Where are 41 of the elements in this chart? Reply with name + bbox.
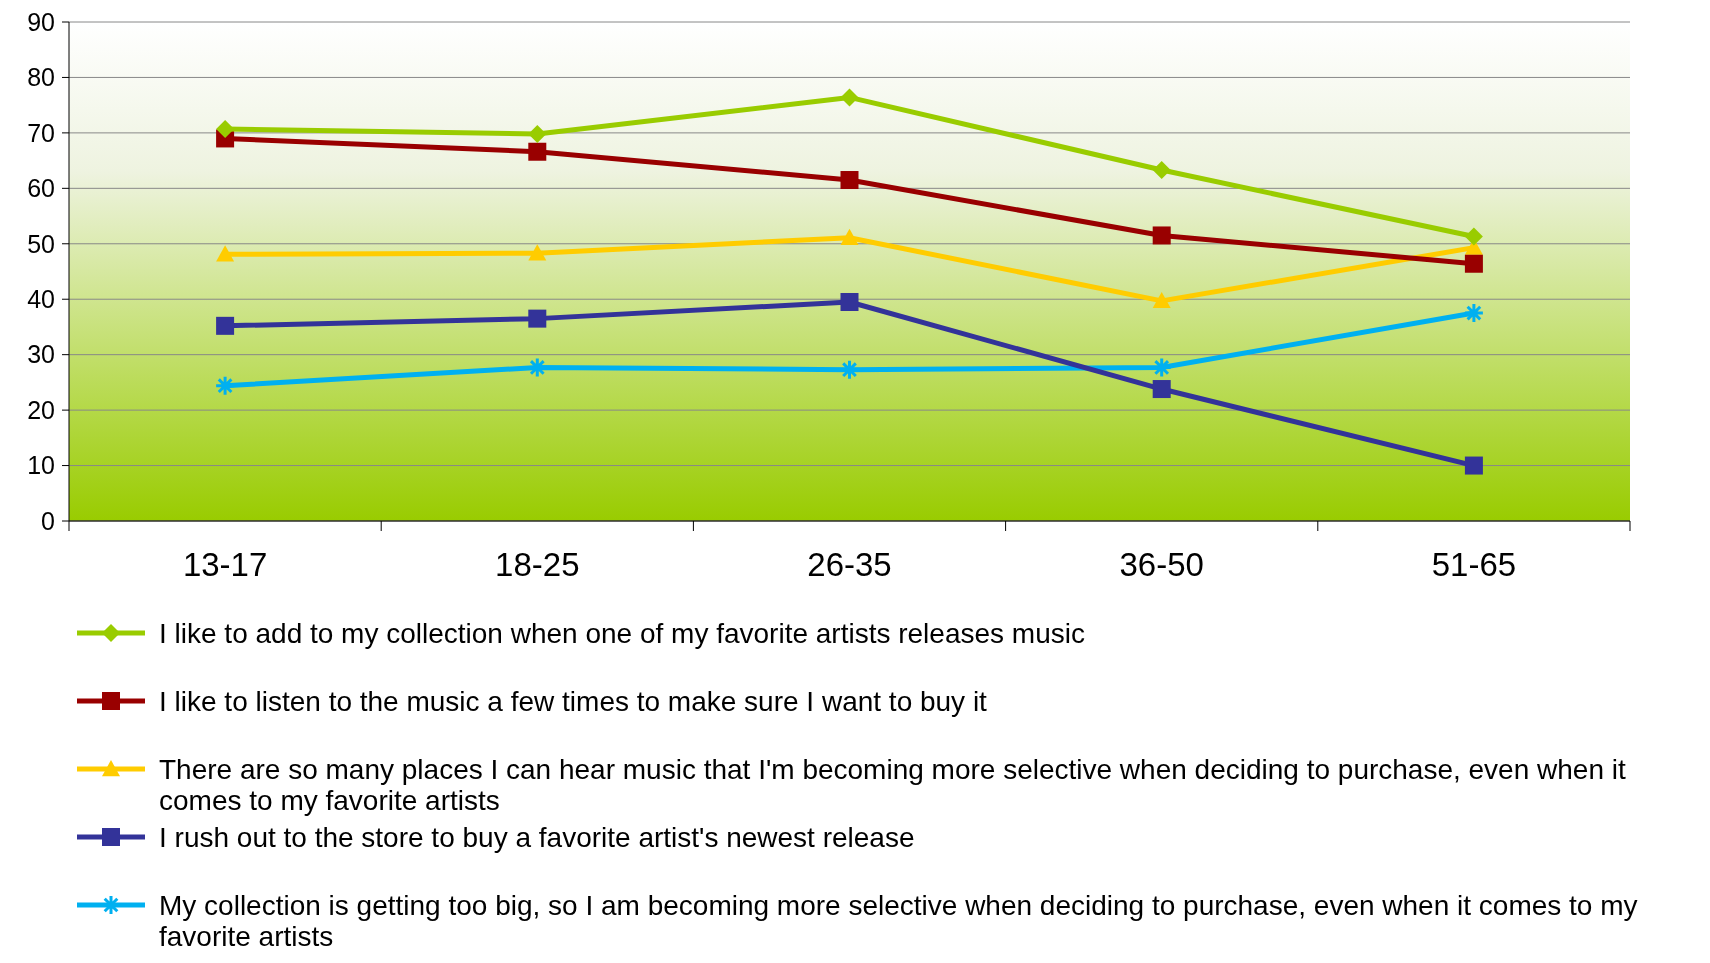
point bbox=[1464, 254, 1483, 273]
point bbox=[216, 316, 235, 335]
point bbox=[840, 171, 859, 190]
point bbox=[839, 359, 860, 381]
legend-label: I like to add to my collection when one of my favorite artists releases music bbox=[159, 617, 1085, 649]
point bbox=[840, 228, 859, 245]
x-tick-label: 13-17 bbox=[182, 546, 268, 583]
point bbox=[1152, 291, 1171, 309]
y-tick-label: 40 bbox=[27, 284, 55, 313]
point bbox=[1464, 456, 1483, 475]
y-tick-label: 20 bbox=[27, 395, 55, 424]
x-tick-label: 51-65 bbox=[1431, 546, 1517, 583]
x-tick-label: 36-50 bbox=[1119, 546, 1204, 583]
y-tick-label: 30 bbox=[27, 340, 55, 369]
point bbox=[214, 375, 236, 397]
legend-label: I like to listen to the music a few times to make sure I want to buy it bbox=[159, 685, 988, 717]
point bbox=[1151, 356, 1173, 378]
y-tick-label: 80 bbox=[27, 63, 55, 92]
y-tick-label: 90 bbox=[27, 7, 55, 36]
point bbox=[528, 142, 547, 161]
y-tick-label: 60 bbox=[27, 174, 55, 203]
legend-label: My collection is getting too big, so I am becoming more selective when deciding to purchase, even when it comes to my favorite artists bbox=[159, 889, 1638, 952]
x-tick-label: 26-35 bbox=[807, 546, 892, 583]
y-tick-label: 50 bbox=[27, 229, 55, 258]
legend-label: I rush out to the store to buy a favorite artist's newest release bbox=[159, 821, 915, 853]
y-tick-label: 0 bbox=[41, 506, 55, 535]
point bbox=[1152, 226, 1171, 245]
point bbox=[528, 125, 547, 143]
y-tick-label: 10 bbox=[27, 451, 55, 480]
point bbox=[840, 292, 859, 311]
point bbox=[528, 309, 547, 328]
x-tick-label: 18-25 bbox=[495, 546, 580, 583]
point bbox=[840, 88, 859, 107]
point bbox=[216, 245, 235, 262]
point bbox=[1152, 161, 1171, 180]
point bbox=[528, 244, 547, 261]
point bbox=[1464, 227, 1483, 246]
y-tick-label: 70 bbox=[27, 118, 55, 147]
legend-label: There are so many places I can hear music that I'm becoming more selective when deciding to purchase, even when it comes to my favorite artists bbox=[159, 753, 1626, 816]
point bbox=[1152, 380, 1171, 399]
point bbox=[1463, 302, 1485, 324]
